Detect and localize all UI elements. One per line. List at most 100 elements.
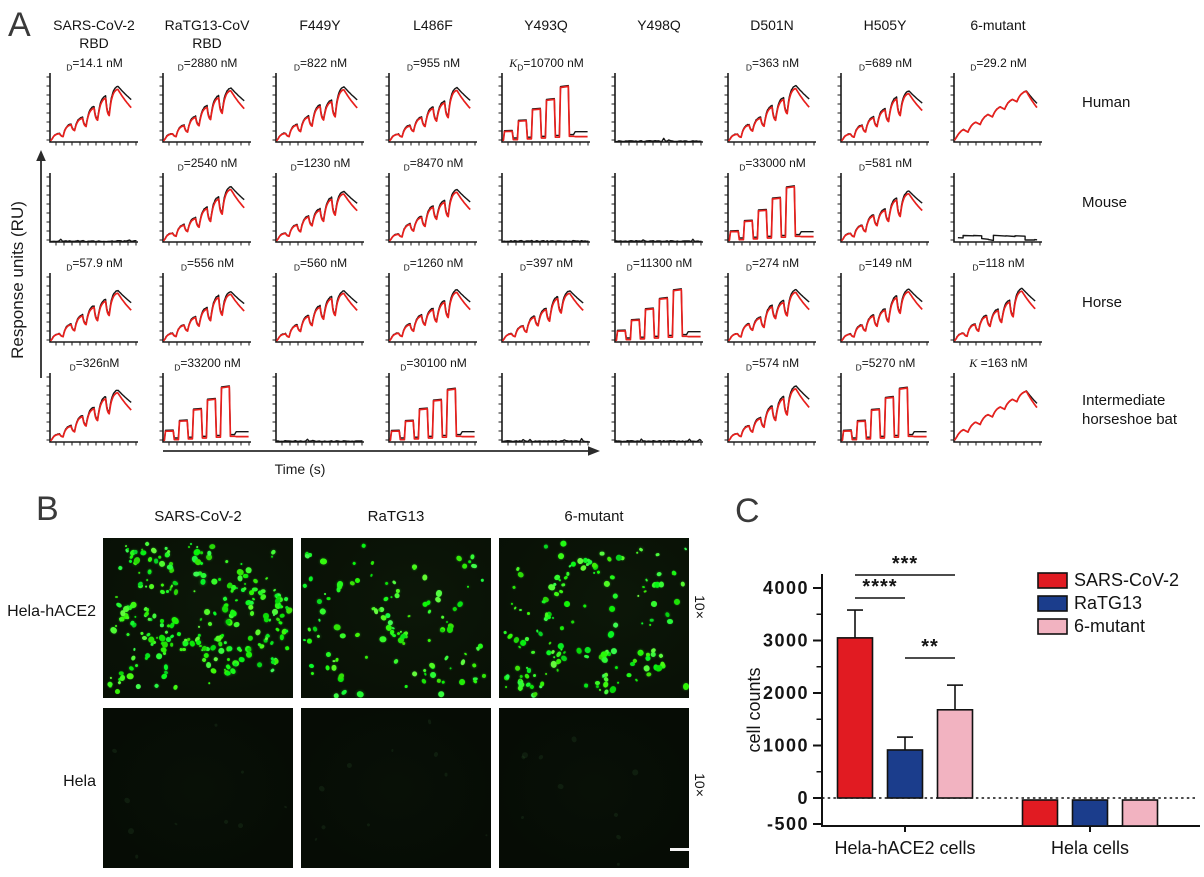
mini-axes (501, 73, 590, 143)
fit-trace (162, 188, 245, 242)
fluorescent-cell (463, 651, 468, 656)
kd-value-sensorgram-r2-c7: D=149 nM (829, 256, 942, 272)
fluorescent-cell (336, 580, 345, 589)
fluorescent-cell (239, 562, 243, 566)
panel-b-label: B (36, 490, 59, 528)
c-bar-SARS-CoV-2-1 (1021, 799, 1059, 827)
fluorescent-cell (644, 578, 649, 583)
fluorescent-cell (209, 578, 218, 587)
fluorescent-cell (318, 618, 322, 622)
data-trace (840, 288, 923, 342)
fluorescent-cell (579, 564, 588, 572)
kd-subscript: D (180, 262, 188, 273)
kd-subscript: D (406, 62, 414, 73)
fluorescent-cell (125, 616, 129, 620)
fluorescent-cell (200, 551, 204, 555)
fluorescent-cell (147, 555, 154, 563)
fluorescence-image-row0-col2 (499, 538, 689, 698)
fluorescent-cell (270, 549, 277, 556)
data-trace (501, 290, 584, 342)
fluorescent-cell (139, 631, 144, 636)
kd-text: =1230 nM (296, 156, 351, 170)
data-trace (275, 290, 358, 342)
sensorgram-r2-c5 (611, 273, 703, 346)
fluorescent-cell (485, 833, 488, 837)
c-sig-stars: **** (862, 576, 897, 598)
fluorescent-cell (683, 547, 688, 551)
fluorescent-cell (631, 768, 639, 777)
fluorescent-cell (237, 822, 244, 829)
fluorescent-cell (147, 617, 151, 622)
mini-axes (49, 273, 138, 343)
x-axis-arrow-icon (163, 446, 600, 456)
fluorescent-cell (310, 671, 315, 676)
kd-text: =689 nM (865, 56, 913, 70)
fluorescent-cell (284, 645, 290, 651)
kd-text: =955 nM (413, 56, 461, 70)
fluorescent-cell (423, 672, 427, 676)
sensorgram-r2-c6 (724, 273, 816, 346)
fluorescent-cell (325, 664, 330, 671)
fluorescent-cell (207, 621, 213, 627)
fluorescent-cell (444, 773, 448, 778)
kd-value-sensorgram-r3-c8: K =163 nM (942, 356, 1055, 371)
fluorescent-cell (521, 816, 525, 820)
fluorescent-cell (427, 638, 431, 643)
fluorescent-cell (324, 592, 327, 596)
kd-text: =11300 nM (632, 256, 693, 270)
kd-subscript: D (745, 62, 753, 73)
panel-a-col-header-7: H505Y (827, 16, 943, 34)
fluorescent-cell (174, 822, 178, 826)
fluorescent-cell (510, 602, 514, 606)
fluorescent-cell (513, 606, 517, 610)
fluorescent-cell (119, 674, 127, 682)
fit-trace (727, 291, 810, 342)
fluorescent-cell (394, 592, 401, 599)
fluorescent-cell (614, 833, 621, 840)
fluorescent-cell (557, 782, 565, 790)
kd-value-sensorgram-r3-c3: D=30100 nM (377, 356, 490, 372)
fluorescent-cell (583, 653, 589, 659)
kd-value-sensorgram-r0-c2: D=822 nM (264, 56, 377, 72)
fluorescent-cell (384, 581, 389, 587)
fluorescent-cell (666, 618, 674, 624)
fluorescent-cell (272, 588, 277, 593)
fluorescent-cell (560, 626, 565, 631)
fluorescent-cell (658, 652, 665, 659)
fluorescent-cell (505, 685, 508, 689)
panel-a-col-header-2: F449Y (262, 16, 378, 34)
fluorescent-cell (659, 582, 665, 588)
fluorescent-cell (248, 589, 255, 596)
fluorescent-cell (391, 748, 394, 752)
fluorescent-cell (339, 633, 346, 639)
fluorescent-cell (672, 597, 682, 607)
fluorescent-cell (160, 583, 165, 588)
fluorescent-cell (197, 633, 201, 637)
fluorescent-cell (565, 571, 570, 576)
fluorescent-cell (243, 582, 248, 586)
c-bar-SARS-CoV-2-0 (836, 637, 874, 799)
mini-axes (162, 73, 251, 143)
data-trace (388, 288, 471, 342)
panel-a-x-axis-label: Time (s) (274, 461, 326, 477)
mini-axes (275, 273, 364, 343)
panel-a-col-header-6: D501N (714, 16, 830, 34)
sensorgram-r1-c4 (498, 173, 590, 246)
kd-value-sensorgram-r1-c7: D=581 nM (829, 156, 942, 172)
fluorescent-cell (238, 656, 246, 663)
fluorescent-cell (122, 796, 131, 805)
fluorescent-cell (642, 586, 646, 589)
kd-value-sensorgram-r0-c7: D=689 nM (829, 56, 942, 72)
sensorgram-r0-c4 (498, 73, 590, 146)
mini-axes (501, 273, 590, 343)
fluorescence-image-row0-col1 (301, 538, 491, 698)
fluorescent-cell (570, 561, 577, 568)
kd-text: =2540 nM (183, 156, 238, 170)
fluorescent-cell (608, 604, 617, 614)
fluorescent-cell (153, 558, 158, 564)
fluorescent-cell (164, 630, 169, 635)
sensorgram-r1-c0 (46, 173, 138, 246)
fluorescent-cell (617, 862, 621, 867)
fluorescent-cell (436, 678, 442, 683)
mini-axes (501, 173, 590, 243)
